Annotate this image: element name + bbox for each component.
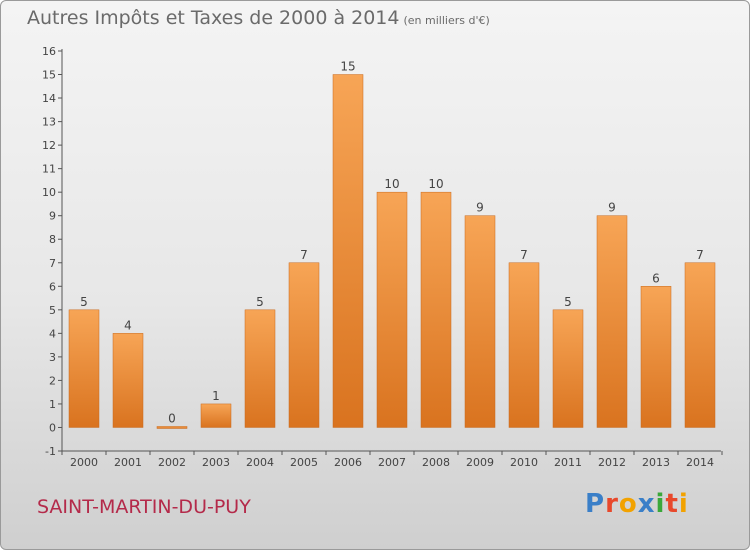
x-tick-label: 2004: [246, 456, 274, 469]
y-tick-label: 4: [49, 327, 56, 340]
x-tick-label: 2005: [290, 456, 318, 469]
x-tick-label: 2014: [686, 456, 714, 469]
bar-value-label: 7: [520, 248, 528, 262]
bar-value-label: 10: [428, 177, 443, 191]
logo-letter: t: [665, 489, 679, 519]
bar-value-label: 9: [608, 201, 616, 215]
bar: [684, 262, 716, 428]
bar: [640, 286, 672, 428]
bar-value-label: 9: [476, 201, 484, 215]
bar-value-label: 5: [564, 295, 572, 309]
x-tick-label: 2012: [598, 456, 626, 469]
bar-value-label: 15: [340, 60, 355, 74]
x-tick-label: 2003: [202, 456, 230, 469]
y-tick-label: 1: [49, 398, 56, 411]
y-tick-label: 6: [49, 280, 56, 293]
y-tick-label: 5: [49, 304, 56, 317]
y-tick-label: 2: [49, 374, 56, 387]
x-tick-label: 2010: [510, 456, 538, 469]
bar: [596, 215, 628, 428]
x-tick-label: 2000: [70, 456, 98, 469]
y-tick-label: 16: [42, 45, 56, 58]
y-tick-label: 7: [49, 257, 56, 270]
bar-value-label: 7: [696, 248, 704, 262]
y-tick-label: 11: [42, 163, 56, 176]
logo-letter: o: [618, 489, 638, 519]
y-tick-label: 9: [49, 210, 56, 223]
x-tick-label: 2013: [642, 456, 670, 469]
bar-value-label: 5: [80, 295, 88, 309]
y-tick-label: 8: [49, 233, 56, 246]
bar-value-label: 6: [652, 271, 660, 285]
bar: [68, 309, 100, 428]
y-tick-label: 0: [49, 421, 56, 434]
bar: [332, 74, 364, 428]
bar-value-label: 0: [168, 411, 176, 425]
chart-title: Autres Impôts et Taxes de 2000 à 2014 (en…: [27, 7, 490, 29]
bar: [420, 191, 452, 428]
bar-value-label: 1: [212, 389, 220, 403]
y-tick-label: 12: [42, 139, 56, 152]
x-tick-label: 2008: [422, 456, 450, 469]
bar-value-label: 10: [384, 177, 399, 191]
x-tick-label: 2009: [466, 456, 494, 469]
proxiti-logo[interactable]: Proxiti: [585, 489, 689, 519]
bar: [288, 262, 320, 428]
commune-name: SAINT-MARTIN-DU-PUY: [37, 496, 251, 518]
x-tick-label: 2011: [554, 456, 582, 469]
bar: [112, 333, 144, 428]
x-tick-label: 2007: [378, 456, 406, 469]
x-tick-label: 2001: [114, 456, 142, 469]
logo-letter: i: [678, 489, 689, 519]
bar: [464, 215, 496, 428]
logo-letter: x: [637, 489, 656, 519]
bar: [552, 309, 584, 428]
chart-title-text: Autres Impôts et Taxes de 2000 à 2014: [27, 7, 400, 29]
chart-bars: [68, 74, 716, 429]
y-tick-label: 14: [42, 92, 56, 105]
x-tick-label: 2006: [334, 456, 362, 469]
y-tick-label: 13: [42, 116, 56, 129]
y-tick-label: 3: [49, 351, 56, 364]
logo-letter: r: [605, 489, 619, 519]
y-tick-label: 15: [42, 69, 56, 82]
y-tick-label: -1: [45, 445, 56, 458]
bar: [200, 403, 232, 428]
bar-value-label: 4: [124, 318, 132, 332]
bar: [156, 426, 188, 429]
bar: [376, 191, 408, 428]
logo-letter: P: [585, 489, 606, 519]
bar: [244, 309, 276, 428]
bar-value-label: 5: [256, 295, 264, 309]
logo-letter: i: [655, 489, 666, 519]
chart-subtitle: (en milliers d'€): [403, 14, 490, 27]
y-tick-label: 10: [42, 186, 56, 199]
x-tick-label: 2002: [158, 456, 186, 469]
bar-value-label: 7: [300, 248, 308, 262]
bar: [508, 262, 540, 428]
